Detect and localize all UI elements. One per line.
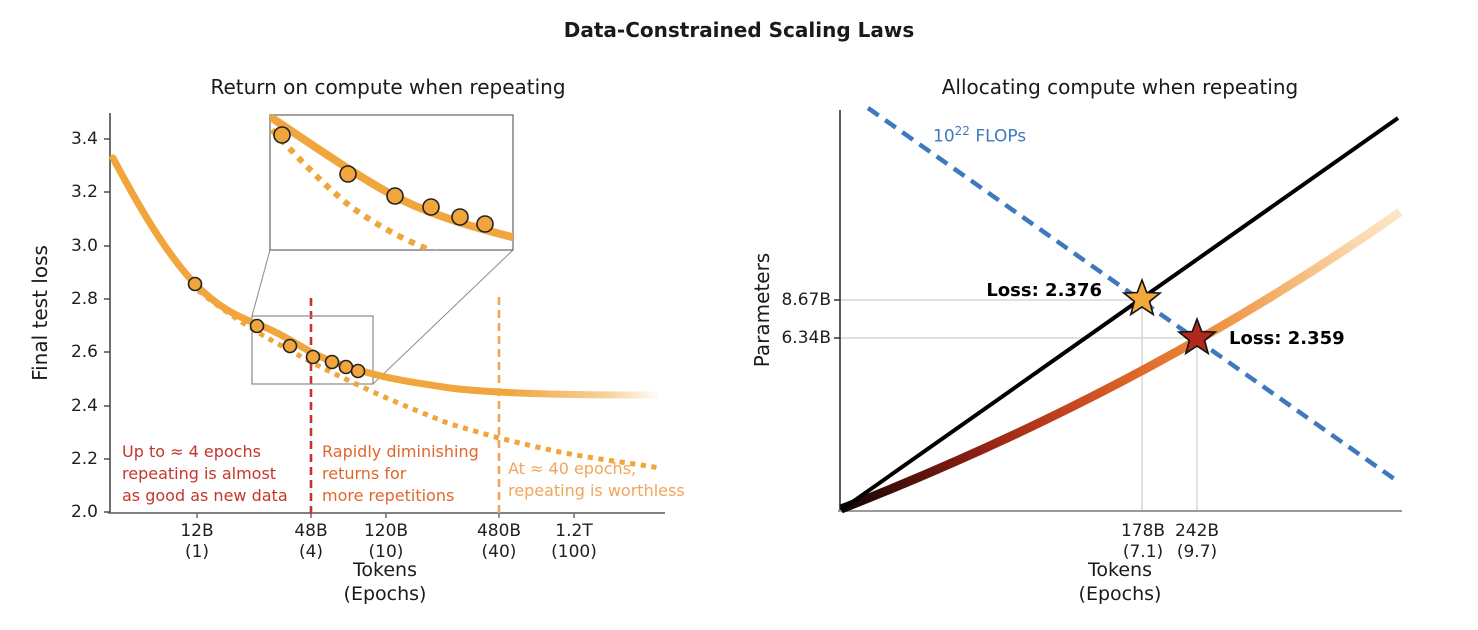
- annotation-40-epochs: At ≈ 40 epochs, repeating is worthless: [508, 458, 685, 502]
- tick-tokens: 1.2T: [555, 521, 593, 541]
- iso-flops-label: 1022 FLOPs: [933, 124, 1026, 147]
- right-x-axis-label: Tokens (Epochs): [1040, 558, 1200, 606]
- annotation-line: more repetitions: [322, 486, 455, 505]
- tick-epochs: (10): [368, 542, 404, 562]
- inset-connector-right: [372, 249, 514, 385]
- tick-tokens: 120B: [363, 521, 409, 541]
- tick-epochs: (4): [298, 542, 324, 562]
- left-xtick-1.2T: 1.2T (100): [529, 521, 619, 563]
- tick-tokens: 242B: [1174, 521, 1220, 541]
- repeating-allocation-line: [839, 208, 1403, 514]
- inset-data-points: [273, 126, 494, 233]
- tick-epochs: (100): [551, 542, 597, 562]
- right-ytick-8.67B: 8.67B: [781, 290, 831, 310]
- left-xtick-12B: 12B (1): [152, 521, 242, 563]
- left-xtick-48B: 48B (4): [266, 521, 356, 563]
- left-x-axis-label-line2: (Epochs): [343, 583, 427, 605]
- right-ytick-6.34B: 6.34B: [781, 328, 831, 348]
- star-unique-data-optimum: [1121, 277, 1163, 317]
- left-xtick-480B: 480B (40): [454, 521, 544, 563]
- left-ytick-2.2: 2.2: [70, 449, 98, 469]
- tick-tokens: 480B: [476, 521, 522, 541]
- flops-unit: FLOPs: [969, 126, 1027, 147]
- flops-base: 10: [933, 126, 955, 147]
- star-repeating-optimum: [1176, 316, 1218, 356]
- tick-tokens: 12B: [180, 521, 214, 541]
- left-x-axis-label: Tokens (Epochs): [305, 558, 465, 606]
- flops-exponent: 22: [954, 124, 970, 138]
- dotted-new-data-curve: [196, 288, 663, 471]
- annotation-line: as good as new data: [122, 486, 288, 505]
- left-ytick-3.4: 3.4: [70, 129, 98, 149]
- tick-tokens: 48B: [294, 521, 328, 541]
- loss-label-unique: Loss: 2.376: [986, 280, 1102, 301]
- tick-epochs: (7.1): [1122, 542, 1164, 562]
- right-reference-lines: [840, 299, 1198, 511]
- unique-data-allocation-line: [839, 116, 1400, 512]
- inset-connector-left: [251, 249, 271, 317]
- left-ytick-3.0: 3.0: [70, 236, 98, 256]
- tick-epochs: (9.7): [1176, 542, 1218, 562]
- inset-content: [270, 115, 513, 250]
- left-ytick-3.2: 3.2: [70, 182, 98, 202]
- annotation-diminishing-returns: Rapidly diminishing returns for more rep…: [322, 441, 479, 507]
- left-xtick-120B: 120B (10): [341, 521, 431, 563]
- annotation-line: At ≈ 40 epochs,: [508, 459, 637, 478]
- figure-title: Data-Constrained Scaling Laws: [563, 18, 915, 42]
- annotation-line: Up to ≈ 4 epochs: [122, 442, 261, 461]
- tick-tokens: 178B: [1120, 521, 1166, 541]
- right-panel-title: Allocating compute when repeating: [941, 75, 1299, 99]
- left-x-axis-label-line1: Tokens: [353, 559, 417, 581]
- annotation-line: Rapidly diminishing: [322, 442, 479, 461]
- right-xtick-242B: 242B (9.7): [1152, 521, 1242, 563]
- right-y-tickmarks: [834, 299, 840, 339]
- left-ytick-2.8: 2.8: [70, 289, 98, 309]
- tick-epochs: (1): [184, 542, 210, 562]
- annotation-4-epochs: Up to ≈ 4 epochs repeating is almost as …: [122, 441, 288, 507]
- left-panel-title: Return on compute when repeating: [210, 75, 566, 99]
- loss-data-points: [187, 276, 366, 379]
- left-ytick-2.4: 2.4: [70, 396, 98, 416]
- annotation-line: returns for: [322, 464, 407, 483]
- inset-source-rect: [251, 315, 374, 385]
- annotation-line: repeating is almost: [122, 464, 277, 483]
- right-y-axis-label: Parameters: [750, 252, 774, 368]
- left-ytick-2.6: 2.6: [70, 342, 98, 362]
- right-x-axis-label-line2: (Epochs): [1078, 583, 1162, 605]
- annotation-line: repeating is worthless: [508, 481, 685, 500]
- left-ytick-2.0: 2.0: [70, 502, 98, 522]
- loss-label-repeating: Loss: 2.359: [1229, 328, 1345, 349]
- tick-epochs: (40): [481, 542, 517, 562]
- right-xtick-178B: 178B (7.1): [1098, 521, 1188, 563]
- left-y-tickmarks: [104, 138, 110, 513]
- right-x-axis-label-line1: Tokens: [1088, 559, 1152, 581]
